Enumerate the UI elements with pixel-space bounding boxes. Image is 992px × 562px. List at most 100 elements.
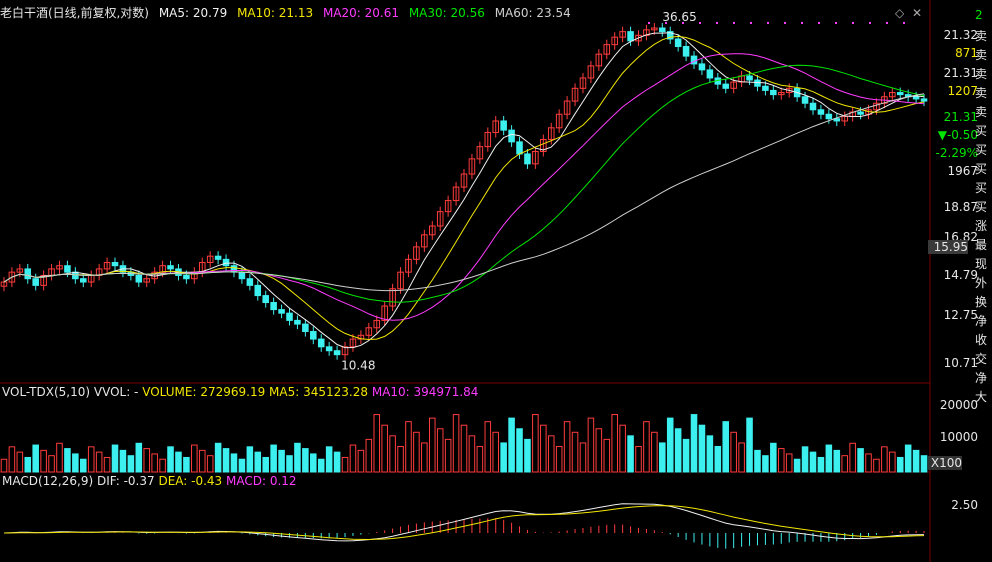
candle — [238, 271, 246, 280]
candle — [468, 158, 476, 175]
candle — [896, 92, 904, 96]
candle — [873, 102, 880, 111]
candle — [754, 79, 761, 87]
close-icon[interactable]: ✕ — [912, 6, 923, 20]
candle — [563, 100, 571, 115]
volume-bar — [16, 451, 24, 473]
side-panel-label: 收 — [975, 333, 988, 347]
candle — [722, 83, 730, 89]
candle — [40, 274, 47, 286]
candle — [262, 295, 269, 304]
ma30-label: MA30: 20.56 — [408, 6, 485, 20]
candle — [365, 327, 373, 336]
candle — [674, 38, 682, 48]
price-axis-label: 14.79 — [943, 268, 978, 282]
volume-bar — [619, 424, 626, 473]
candle — [436, 211, 444, 227]
volume-bar — [785, 453, 793, 473]
volume-bar — [421, 442, 428, 473]
candle — [889, 92, 896, 98]
volume-bar — [674, 428, 682, 473]
volume-bar — [286, 455, 293, 473]
volume-bar — [64, 448, 71, 473]
candle — [777, 92, 785, 96]
volume-bar — [389, 435, 396, 473]
volume-bar — [135, 442, 143, 473]
candle — [730, 81, 737, 89]
side-panel-label: 2 — [975, 8, 983, 22]
diamond-icon[interactable]: ◇ — [895, 6, 905, 20]
vol-ma10: MA10: 394971.84 — [371, 385, 479, 399]
volume-bar — [516, 428, 523, 473]
candle — [0, 281, 8, 287]
candle — [349, 338, 357, 348]
volume-bar — [746, 417, 753, 473]
volume-bar — [80, 458, 87, 473]
volume-bar — [341, 456, 349, 473]
dotted-marker — [801, 22, 803, 24]
dif-label: DIF: -0.37 — [96, 474, 155, 488]
candle — [595, 53, 603, 67]
volume-header: VOL-TDX(5,10) VVOL: - VOLUME: 272969.19 … — [2, 385, 478, 399]
volume-bar — [643, 421, 650, 473]
candle — [405, 258, 412, 273]
volume-bar — [912, 449, 920, 473]
volume-bar — [373, 414, 381, 473]
volume-bar — [611, 414, 618, 473]
volume-bar — [183, 456, 190, 473]
candle — [111, 262, 119, 267]
candle — [167, 265, 174, 270]
volume-bar — [357, 449, 365, 473]
candle — [524, 153, 531, 165]
candle — [143, 278, 151, 283]
volume-bar — [603, 438, 611, 473]
volume-bar — [72, 453, 79, 473]
candle — [230, 265, 238, 273]
volume-bar — [873, 458, 880, 473]
volume-bar — [143, 448, 151, 473]
volume-bar — [833, 449, 841, 473]
chart-header: 老白干酒(日线,前复权,对数) MA5: 20.79 MA10: 21.13 M… — [0, 4, 577, 22]
volume-bar — [349, 444, 357, 473]
dotted-marker — [665, 22, 667, 24]
candle — [381, 305, 388, 321]
volume-bar — [405, 421, 412, 473]
volume-bar — [508, 417, 515, 473]
dotted-marker — [835, 22, 837, 24]
volume-bar — [222, 448, 230, 473]
volume-bar — [238, 458, 246, 473]
volume-bar — [809, 451, 817, 473]
price-axis-label: 1967 — [947, 164, 978, 178]
volume-bar — [365, 438, 373, 473]
volume-bar — [167, 446, 174, 473]
volume-bar — [817, 456, 825, 473]
candle — [857, 111, 864, 115]
volume-bar — [492, 431, 500, 473]
candle — [333, 350, 341, 356]
volume-bar — [302, 448, 309, 473]
volume-bar — [841, 455, 848, 473]
side-panel-label: 净 — [975, 371, 988, 385]
dea-line — [3, 505, 925, 541]
candle — [611, 36, 618, 46]
candle — [80, 278, 87, 283]
volume-bar — [563, 421, 571, 473]
volume-bar — [666, 417, 674, 473]
candle — [484, 131, 492, 148]
dotted-marker — [716, 22, 718, 24]
volume-bar — [436, 428, 444, 473]
volume-value: VOLUME: 272969.19 — [142, 385, 266, 399]
candle — [310, 331, 317, 340]
ma60-line — [3, 93, 925, 292]
candle — [16, 268, 24, 273]
ma5-line — [3, 32, 925, 349]
vol-indicator: VOL-TDX(5,10) — [2, 385, 91, 399]
candle — [389, 288, 396, 307]
ma10-line — [3, 35, 925, 341]
ma20-label: MA20: 20.61 — [322, 6, 399, 20]
macd-indicator: MACD(12,26,9) — [2, 474, 94, 488]
side-panel-label: 换 — [975, 295, 988, 309]
volume-bar — [889, 451, 896, 473]
volume-bar — [777, 448, 785, 473]
